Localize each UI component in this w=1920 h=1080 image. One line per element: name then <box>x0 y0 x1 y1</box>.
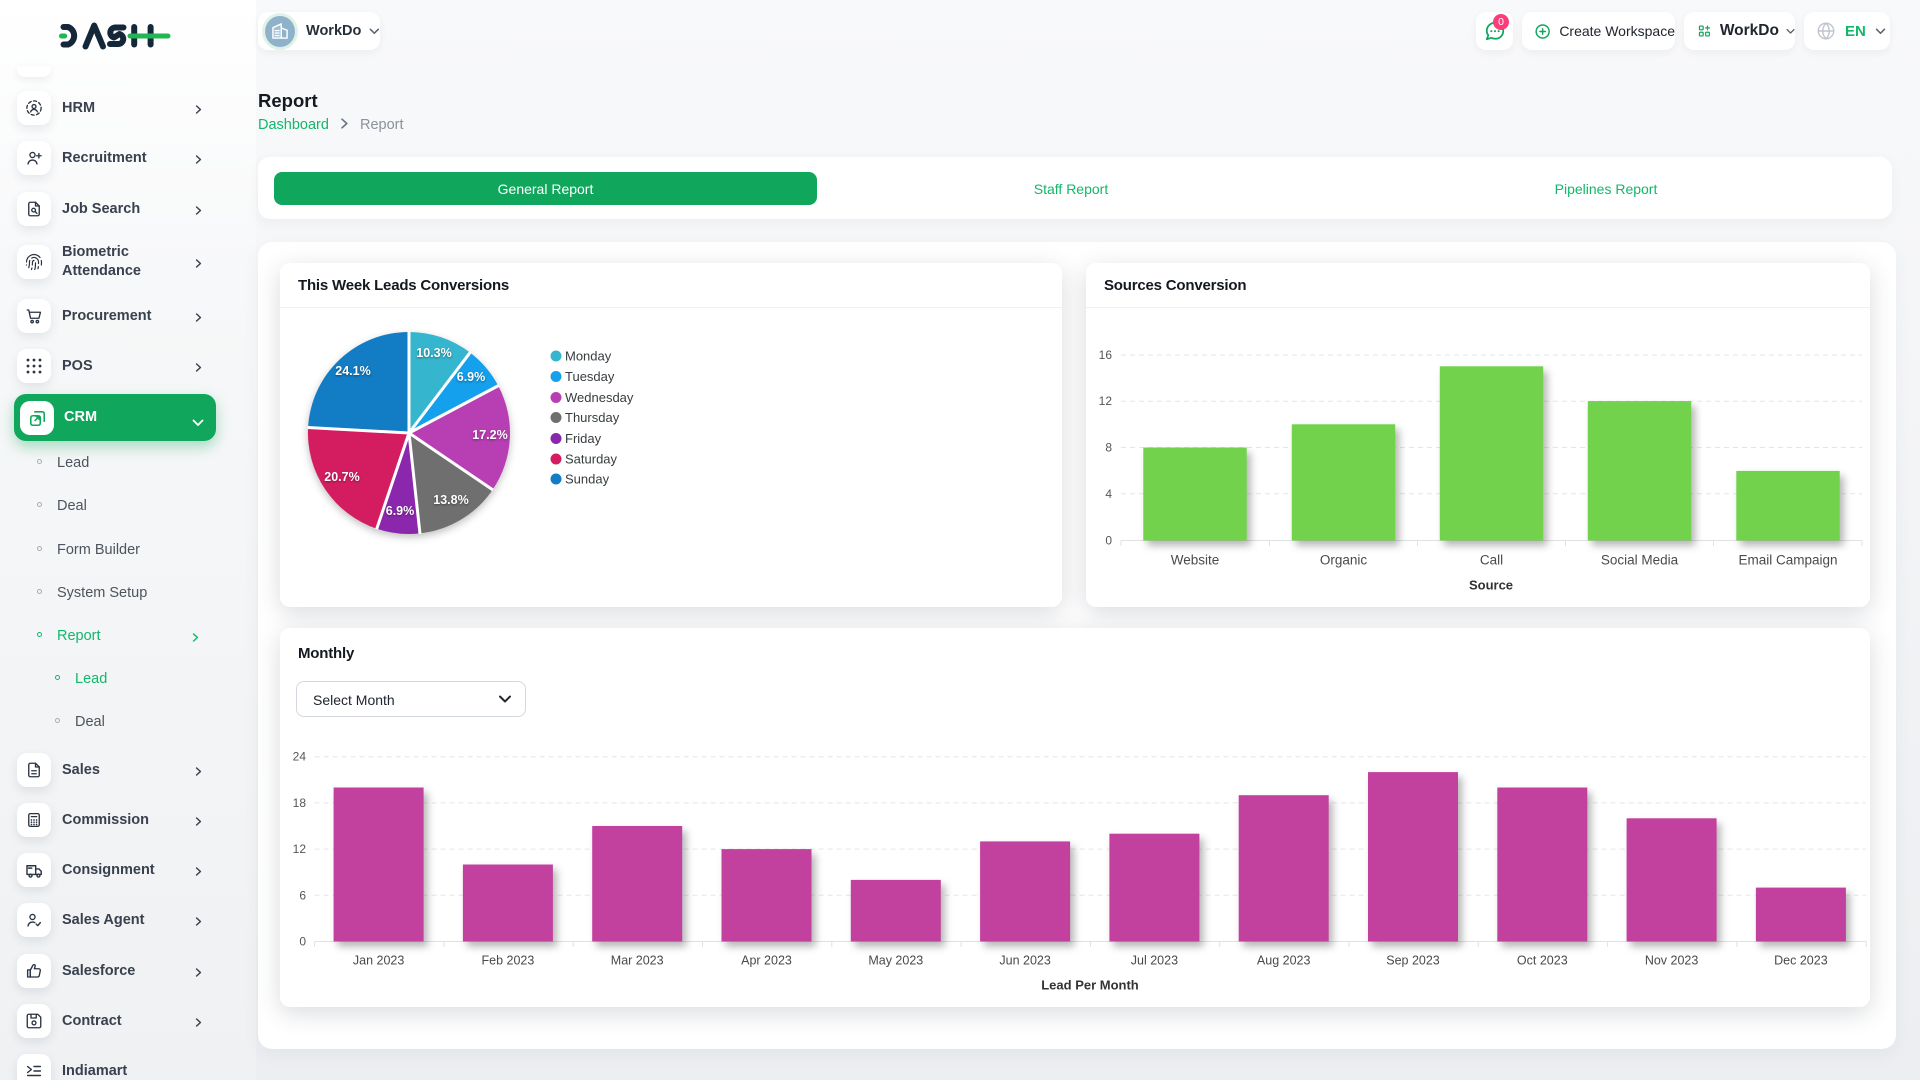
svg-text:24: 24 <box>293 750 307 764</box>
svg-text:Website: Website <box>1171 553 1220 568</box>
svg-text:Jan 2023: Jan 2023 <box>353 954 404 968</box>
svg-text:18: 18 <box>293 796 307 810</box>
svg-text:6.9%: 6.9% <box>457 370 486 384</box>
svg-text:Organic: Organic <box>1320 553 1368 568</box>
svg-text:17.2%: 17.2% <box>472 428 507 442</box>
svg-text:16: 16 <box>1099 348 1113 362</box>
svg-text:Oct 2023: Oct 2023 <box>1517 954 1568 968</box>
svg-text:Wednesday: Wednesday <box>565 390 634 405</box>
svg-text:Source: Source <box>1469 578 1513 593</box>
svg-text:24.1%: 24.1% <box>335 364 370 378</box>
svg-text:0: 0 <box>299 935 306 949</box>
svg-text:Sep 2023: Sep 2023 <box>1386 954 1440 968</box>
svg-text:Feb 2023: Feb 2023 <box>481 954 534 968</box>
svg-text:8: 8 <box>1105 441 1112 455</box>
svg-text:Friday: Friday <box>565 431 602 446</box>
svg-text:4: 4 <box>1105 487 1112 501</box>
svg-text:Aug 2023: Aug 2023 <box>1257 954 1311 968</box>
svg-text:Apr 2023: Apr 2023 <box>741 954 792 968</box>
svg-text:Call: Call <box>1480 553 1503 568</box>
svg-text:Saturday: Saturday <box>565 452 618 467</box>
svg-text:May 2023: May 2023 <box>868 954 923 968</box>
svg-text:Social Media: Social Media <box>1601 553 1679 568</box>
svg-text:Monday: Monday <box>565 349 612 364</box>
svg-text:Mar 2023: Mar 2023 <box>611 954 664 968</box>
svg-text:Jul 2023: Jul 2023 <box>1131 954 1178 968</box>
svg-text:12: 12 <box>293 842 307 856</box>
svg-text:13.8%: 13.8% <box>433 493 468 507</box>
svg-text:12: 12 <box>1099 394 1113 408</box>
svg-text:Nov 2023: Nov 2023 <box>1645 954 1699 968</box>
svg-text:Jun 2023: Jun 2023 <box>999 954 1050 968</box>
svg-text:6.9%: 6.9% <box>386 504 415 518</box>
svg-text:6: 6 <box>299 888 306 902</box>
svg-text:20.7%: 20.7% <box>324 470 359 484</box>
svg-text:Sunday: Sunday <box>565 472 610 487</box>
svg-text:10.3%: 10.3% <box>416 346 451 360</box>
svg-text:Lead Per Month: Lead Per Month <box>1041 978 1139 993</box>
svg-text:Thursday: Thursday <box>565 410 620 425</box>
svg-text:Email Campaign: Email Campaign <box>1738 553 1837 568</box>
svg-text:0: 0 <box>1105 534 1112 548</box>
svg-text:Dec 2023: Dec 2023 <box>1774 954 1828 968</box>
svg-text:Tuesday: Tuesday <box>565 369 615 384</box>
